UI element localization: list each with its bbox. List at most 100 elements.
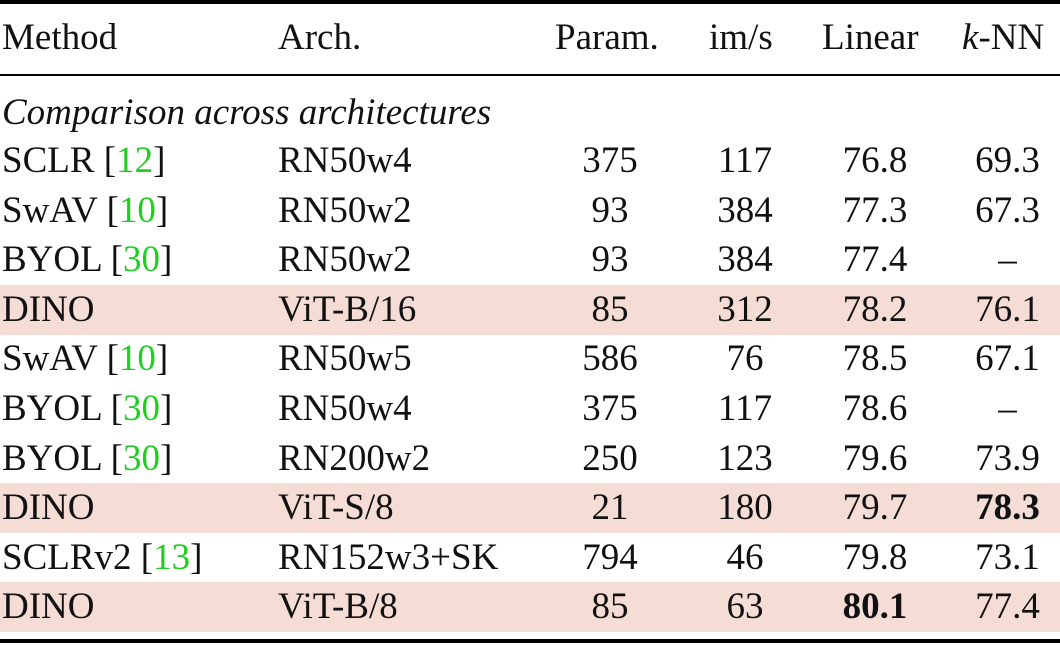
param-cell: 586 bbox=[582, 338, 638, 379]
table-row: BYOL [30] RN200w2 250 123 79.6 73.9 bbox=[0, 434, 1060, 484]
citation-link[interactable]: 30 bbox=[122, 388, 160, 429]
knn-cell: 67.1 bbox=[975, 338, 1040, 379]
param-cell: 85 bbox=[591, 586, 629, 627]
method-name: DINO bbox=[2, 487, 95, 528]
param-cell: 93 bbox=[591, 239, 629, 280]
ims-cell: 384 bbox=[717, 239, 773, 280]
table-row: SCLRv2 [13] RN152w3+SK 794 46 79.8 73.1 bbox=[0, 533, 1060, 583]
table-row: DINO ViT-S/8 21 180 79.7 78.3 bbox=[0, 483, 1060, 533]
table-row: SCLR [12] RN50w4 375 117 76.8 69.3 bbox=[0, 136, 1060, 186]
knn-cell: 76.1 bbox=[975, 289, 1040, 330]
table-row: BYOL [30] RN50w4 375 117 78.6 – bbox=[0, 384, 1060, 434]
header-param: Param. bbox=[555, 17, 659, 58]
method-cell: SCLR [12] bbox=[2, 140, 166, 181]
section-title: Comparison across architectures bbox=[2, 92, 492, 133]
citation-link[interactable]: 10 bbox=[118, 338, 156, 379]
arch-cell: RN50w4 bbox=[278, 388, 412, 429]
table-row: SwAV [10] RN50w2 93 384 77.3 67.3 bbox=[0, 186, 1060, 236]
arch-cell: RN50w2 bbox=[278, 190, 412, 231]
header-ims: im/s bbox=[709, 17, 773, 58]
method-cell: SCLRv2 [13] bbox=[2, 537, 203, 578]
param-cell: 85 bbox=[591, 289, 629, 330]
knn-cell: – bbox=[998, 239, 1017, 280]
linear-cell: 80.1 bbox=[842, 586, 908, 627]
method-name: BYOL bbox=[2, 239, 102, 280]
ims-cell: 384 bbox=[717, 190, 773, 231]
param-cell: 250 bbox=[582, 438, 638, 479]
header-knn-k: k bbox=[962, 17, 979, 58]
table-row: DINO ViT-B/16 85 312 78.2 76.1 bbox=[0, 285, 1060, 335]
arch-cell: ViT-B/16 bbox=[278, 289, 417, 330]
ims-cell: 117 bbox=[717, 140, 773, 181]
method-name: DINO bbox=[2, 586, 95, 627]
linear-cell: 78.2 bbox=[842, 289, 908, 330]
arch-cell: RN50w2 bbox=[278, 239, 412, 280]
param-cell: 375 bbox=[582, 140, 638, 181]
method-cell: DINO bbox=[2, 582, 94, 632]
arch-cell: RN50w5 bbox=[278, 338, 412, 379]
linear-cell: 79.6 bbox=[842, 438, 908, 479]
header-row: Method Arch. Param. im/s Linear k-NN bbox=[0, 13, 1060, 63]
method-cell: BYOL [30] bbox=[2, 438, 173, 479]
arch-cell: RN200w2 bbox=[278, 438, 431, 479]
linear-cell: 78.6 bbox=[842, 388, 908, 429]
knn-cell: 73.9 bbox=[975, 438, 1040, 479]
header-method: Method bbox=[2, 17, 118, 58]
header-rule bbox=[0, 74, 1060, 76]
arch-cell: ViT-B/8 bbox=[278, 586, 398, 627]
method-name: SwAV bbox=[2, 190, 98, 231]
method-cell: BYOL [30] bbox=[2, 388, 173, 429]
method-cell: SwAV [10] bbox=[2, 190, 169, 231]
param-cell: 794 bbox=[582, 537, 638, 578]
method-cell: BYOL [30] bbox=[2, 239, 173, 280]
citation-link[interactable]: 30 bbox=[122, 239, 160, 280]
header-knn-rest: -NN bbox=[978, 17, 1045, 58]
knn-cell: 69.3 bbox=[975, 140, 1040, 181]
header-arch: Arch. bbox=[278, 17, 362, 58]
linear-cell: 78.5 bbox=[842, 338, 908, 379]
knn-cell: 77.4 bbox=[975, 586, 1040, 627]
citation-link[interactable]: 30 bbox=[122, 438, 160, 479]
header-knn: k-NN bbox=[962, 13, 1044, 63]
knn-cell: 78.3 bbox=[975, 487, 1040, 528]
ims-cell: 76 bbox=[726, 338, 764, 379]
ims-cell: 312 bbox=[717, 289, 773, 330]
param-cell: 375 bbox=[582, 388, 638, 429]
ims-cell: 123 bbox=[717, 438, 773, 479]
header-linear: Linear bbox=[822, 17, 919, 58]
param-cell: 21 bbox=[591, 487, 629, 528]
method-name: DINO bbox=[2, 289, 95, 330]
table-row: SwAV [10] RN50w5 586 76 78.5 67.1 bbox=[0, 334, 1060, 384]
top-rule bbox=[0, 0, 1060, 4]
linear-cell: 79.7 bbox=[842, 487, 908, 528]
method-name: SCLR bbox=[2, 140, 95, 181]
method-cell: DINO bbox=[2, 285, 94, 335]
linear-cell: 77.4 bbox=[842, 239, 908, 280]
knn-cell: – bbox=[998, 388, 1017, 429]
arch-cell: RN152w3+SK bbox=[278, 537, 499, 578]
linear-cell: 79.8 bbox=[842, 537, 908, 578]
linear-cell: 77.3 bbox=[842, 190, 908, 231]
table-row: DINO ViT-B/8 85 63 80.1 77.4 bbox=[0, 582, 1060, 632]
knn-cell: 73.1 bbox=[975, 537, 1040, 578]
linear-cell: 76.8 bbox=[842, 140, 908, 181]
method-name: SwAV bbox=[2, 338, 98, 379]
knn-cell: 67.3 bbox=[975, 190, 1040, 231]
ims-cell: 180 bbox=[717, 487, 773, 528]
method-name: BYOL bbox=[2, 388, 102, 429]
bottom-rule bbox=[0, 639, 1060, 643]
citation-link[interactable]: 12 bbox=[116, 140, 154, 181]
param-cell: 93 bbox=[591, 190, 629, 231]
ims-cell: 46 bbox=[726, 537, 764, 578]
method-name: SCLRv2 bbox=[2, 537, 132, 578]
method-name: BYOL bbox=[2, 438, 102, 479]
method-cell: SwAV [10] bbox=[2, 338, 169, 379]
arch-cell: ViT-S/8 bbox=[278, 487, 394, 528]
method-cell: DINO bbox=[2, 483, 94, 533]
citation-link[interactable]: 13 bbox=[153, 537, 191, 578]
arch-cell: RN50w4 bbox=[278, 140, 412, 181]
table-row: BYOL [30] RN50w2 93 384 77.4 – bbox=[0, 235, 1060, 285]
citation-link[interactable]: 10 bbox=[118, 190, 156, 231]
ims-cell: 63 bbox=[726, 586, 764, 627]
ims-cell: 117 bbox=[717, 388, 773, 429]
